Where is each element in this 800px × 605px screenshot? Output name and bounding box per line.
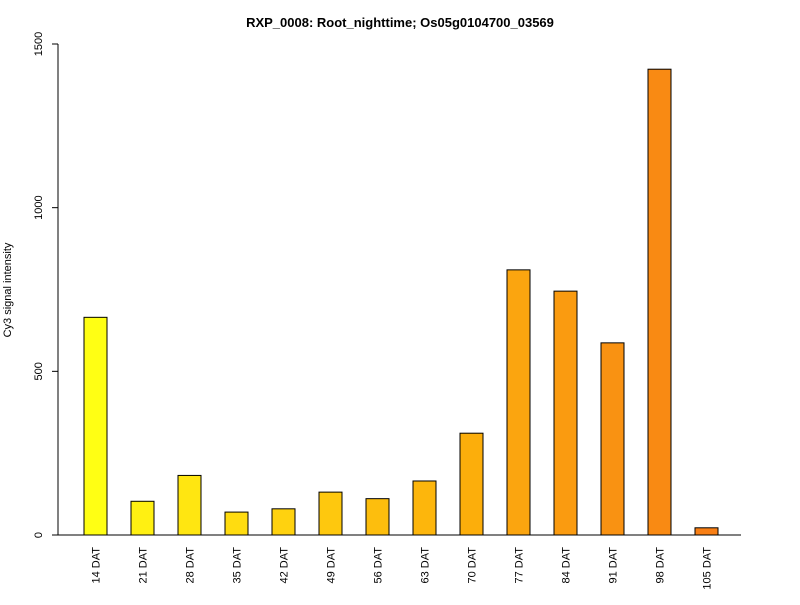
- x-tick-label: 28 DAT: [185, 547, 197, 584]
- x-tick-label: 35 DAT: [232, 547, 244, 584]
- bar-35-dat: [224, 511, 249, 536]
- x-tick-label: 98 DAT: [655, 547, 667, 584]
- y-axis-ticks: 0 500 1000 1500: [33, 32, 58, 538]
- bar-42-dat: [271, 508, 296, 536]
- y-axis-label: Cy3 signal intensity: [2, 242, 14, 337]
- y-tick-label: 1500: [33, 32, 45, 56]
- bar-28-dat: [177, 474, 202, 536]
- y-tick-label: 0: [33, 532, 45, 538]
- x-tick-label: 70 DAT: [467, 547, 479, 584]
- bar-105-dat: [694, 527, 719, 536]
- bar-91-dat: [600, 342, 625, 536]
- bar-56-dat: [365, 498, 390, 536]
- bar-14-dat: [83, 316, 108, 536]
- x-tick-label: 84 DAT: [561, 547, 573, 584]
- y-tick-label: 500: [33, 362, 45, 380]
- bar-21-dat: [130, 500, 155, 536]
- bars-group: [83, 68, 719, 536]
- x-tick-label: 14 DAT: [91, 547, 103, 584]
- bar-77-dat: [506, 269, 531, 536]
- bar-70-dat: [459, 432, 484, 536]
- bar-84-dat: [553, 290, 578, 536]
- x-tick-label: 105 DAT: [702, 547, 714, 590]
- y-tick-label: 1000: [33, 195, 45, 219]
- x-tick-label: 77 DAT: [514, 547, 526, 584]
- bar-63-dat: [412, 480, 437, 536]
- x-tick-label: 49 DAT: [326, 547, 338, 584]
- x-tick-label: 42 DAT: [279, 547, 291, 584]
- x-tick-label: 21 DAT: [138, 547, 150, 584]
- x-tick-label: 63 DAT: [420, 547, 432, 584]
- chart-title: RXP_0008: Root_nighttime; Os05g0104700_0…: [246, 15, 554, 30]
- bar-98-dat: [647, 68, 672, 536]
- x-tick-label: 56 DAT: [373, 547, 385, 584]
- x-tick-label: 91 DAT: [608, 547, 620, 584]
- x-axis-labels: 14 DAT 21 DAT 28 DAT 35 DAT 42 DAT 49 DAT 56 D…: [91, 547, 714, 590]
- bar-49-dat: [318, 491, 343, 536]
